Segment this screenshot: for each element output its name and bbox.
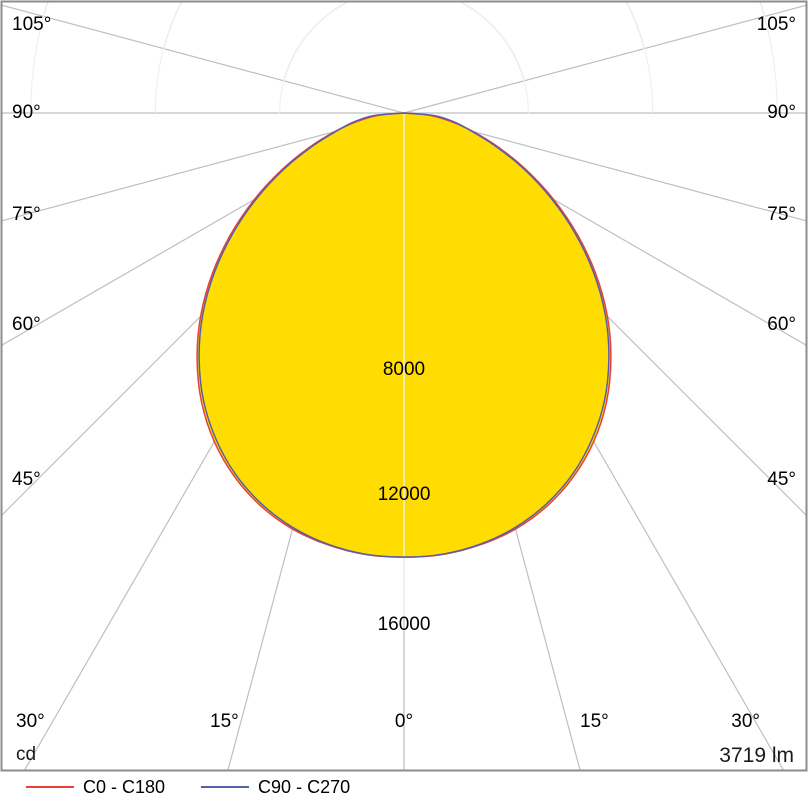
polar-plot-area: 105° 90° 75° 60° 45° 30° 15° 0° 15° 30° 45° 60° 75° 9… (0, 0, 808, 772)
angle-axis-label: 0° (395, 711, 413, 732)
radial-value-label: 16000 (378, 614, 431, 635)
legend-color-swatch (26, 786, 74, 788)
angle-axis-label: 30° (16, 711, 45, 732)
angle-axis-label: 75° (12, 204, 41, 225)
legend-entry[interactable]: C90 - C270 (201, 778, 350, 796)
angle-axis-label: 15° (210, 711, 239, 732)
radial-unit-label: cd (16, 744, 37, 765)
angle-axis-label: 105° (757, 14, 796, 35)
total-luminous-flux-label: 3719 lm (719, 744, 794, 767)
angle-axis-label: 15° (580, 711, 609, 732)
angle-axis-label: 60° (767, 314, 796, 335)
legend-entry[interactable]: C0 - C180 (26, 778, 165, 796)
legend-label: C90 - C270 (258, 777, 351, 797)
angle-axis-label: 105° (12, 14, 51, 35)
angle-axis-label: 75° (767, 204, 796, 225)
angle-axis-label: 30° (731, 711, 760, 732)
angle-axis-label: 45° (12, 469, 41, 490)
polar-plot-svg: 105° 90° 75° 60° 45° 30° 15° 0° 15° 30° 45° 60° 75° 9… (0, 0, 808, 772)
radial-value-label: 8000 (383, 359, 425, 380)
angle-axis-label: 90° (767, 102, 796, 123)
radial-value-label: 12000 (378, 484, 431, 505)
legend-label: C0 - C180 (83, 777, 166, 797)
legend-color-swatch (201, 786, 250, 788)
angle-axis-label: 90° (12, 102, 41, 123)
series-c90-c270-curve (198, 112, 610, 558)
chart-footer: cd 3719 lm C0 - C180 C90 - C270 (0, 745, 808, 800)
angle-axis-label: 45° (767, 469, 796, 490)
plot-border (0, 0, 808, 772)
angle-axis-label: 60° (12, 314, 41, 335)
chart-legend: C0 - C180 C90 - C270 (0, 775, 808, 799)
